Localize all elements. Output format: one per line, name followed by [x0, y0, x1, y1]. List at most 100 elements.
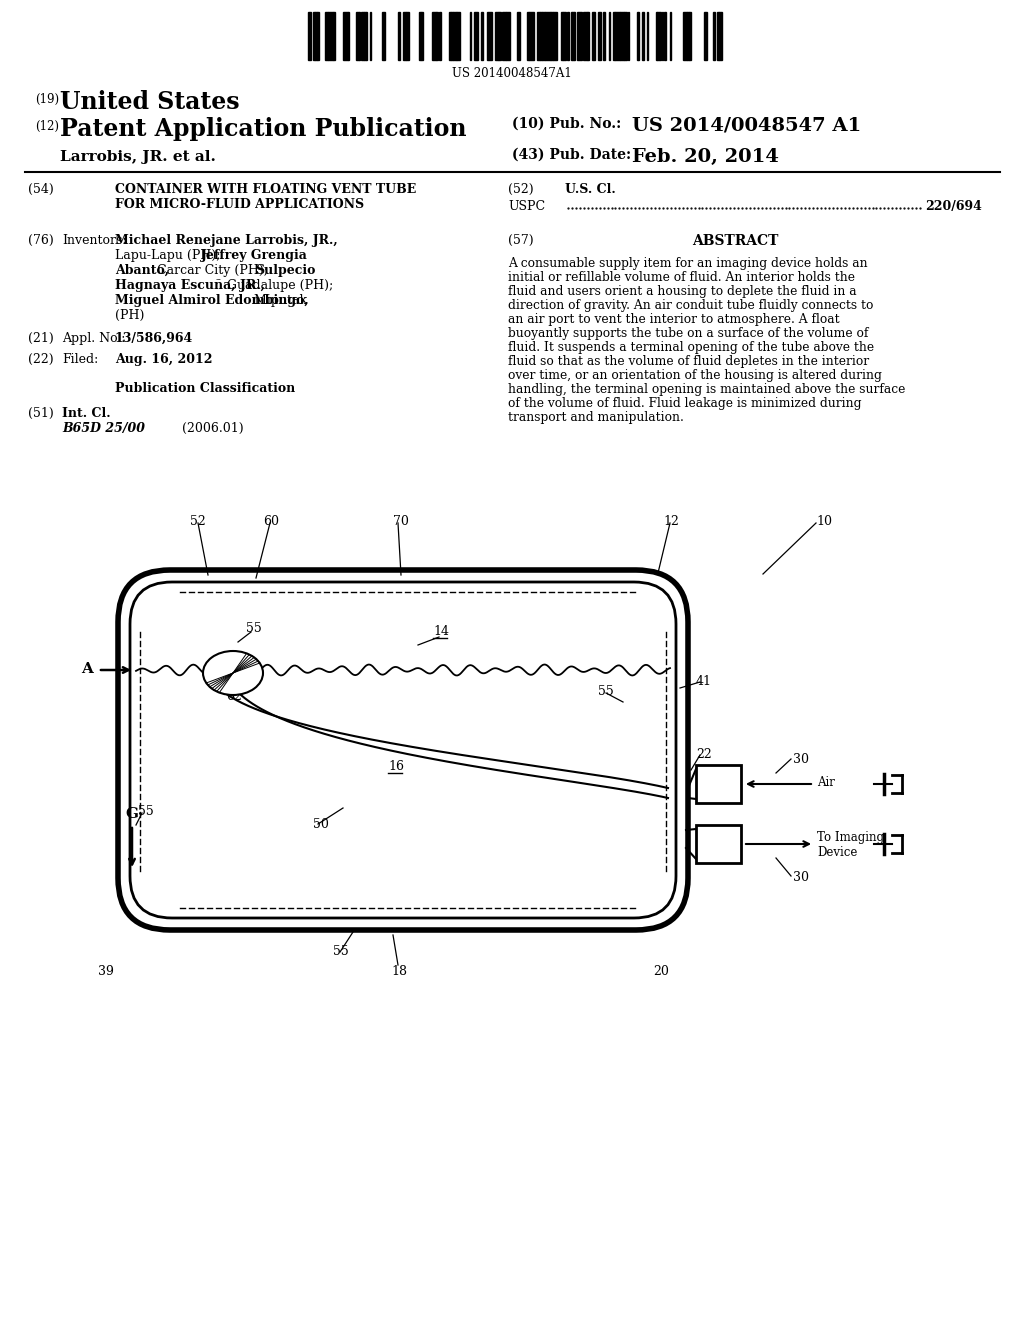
- Text: 60: 60: [263, 515, 279, 528]
- Text: Aug. 16, 2012: Aug. 16, 2012: [115, 352, 213, 366]
- Bar: [481, 12, 483, 59]
- Text: over time, or an orientation of the housing is altered during: over time, or an orientation of the hous…: [508, 370, 882, 381]
- Text: buoyantly supports the tube on a surface of the volume of: buoyantly supports the tube on a surface…: [508, 327, 868, 341]
- Text: 16: 16: [388, 760, 404, 774]
- Text: 55: 55: [246, 622, 262, 635]
- Text: 62: 62: [226, 690, 242, 704]
- Text: (PH): (PH): [115, 309, 144, 322]
- Bar: [419, 12, 421, 59]
- Bar: [620, 12, 624, 59]
- Text: Larrobis, JR. et al.: Larrobis, JR. et al.: [60, 150, 216, 164]
- Text: A consumable supply item for an imaging device holds an: A consumable supply item for an imaging …: [508, 257, 867, 271]
- Text: fluid so that as the volume of fluid depletes in the interior: fluid so that as the volume of fluid dep…: [508, 355, 869, 368]
- Text: fluid and users orient a housing to deplete the fluid in a: fluid and users orient a housing to depl…: [508, 285, 857, 298]
- Text: ABSTRACT: ABSTRACT: [692, 234, 778, 248]
- Bar: [713, 12, 715, 59]
- Text: 55: 55: [598, 685, 613, 698]
- Bar: [657, 12, 662, 59]
- Text: an air port to vent the interior to atmosphere. A float: an air port to vent the interior to atmo…: [508, 313, 840, 326]
- Bar: [542, 12, 545, 59]
- Text: United States: United States: [60, 90, 240, 114]
- Text: 220/694: 220/694: [925, 201, 982, 213]
- Bar: [495, 12, 498, 59]
- Bar: [313, 12, 315, 59]
- Text: CONTAINER WITH FLOATING VENT TUBE: CONTAINER WITH FLOATING VENT TUBE: [115, 183, 416, 195]
- Bar: [487, 12, 492, 59]
- Text: 55: 55: [138, 805, 154, 818]
- Bar: [563, 12, 566, 59]
- Text: To Imaging
Device: To Imaging Device: [817, 832, 884, 859]
- Text: of the volume of fluid. Fluid leakage is minimized during: of the volume of fluid. Fluid leakage is…: [508, 397, 861, 411]
- Bar: [540, 12, 542, 59]
- Bar: [364, 12, 366, 59]
- Bar: [689, 12, 691, 59]
- Bar: [592, 12, 595, 59]
- Text: Carcar City (PH);: Carcar City (PH);: [153, 264, 271, 277]
- Bar: [398, 12, 400, 59]
- Text: Patent Application Publication: Patent Application Publication: [60, 117, 467, 141]
- Bar: [529, 12, 534, 59]
- Bar: [583, 12, 587, 59]
- Text: Int. Cl.: Int. Cl.: [62, 407, 111, 420]
- Text: Appl. No.:: Appl. No.:: [62, 333, 125, 345]
- Bar: [382, 12, 385, 59]
- Bar: [436, 12, 438, 59]
- Bar: [308, 12, 311, 59]
- Text: 10: 10: [816, 515, 831, 528]
- Text: A: A: [81, 663, 93, 676]
- Text: (52): (52): [508, 183, 534, 195]
- Text: FOR MICRO-FLUID APPLICATIONS: FOR MICRO-FLUID APPLICATIONS: [115, 198, 365, 211]
- Text: direction of gravity. An air conduit tube fluidly connects to: direction of gravity. An air conduit tub…: [508, 300, 873, 312]
- Bar: [567, 12, 569, 59]
- Text: 30: 30: [793, 752, 809, 766]
- Text: 39: 39: [98, 965, 114, 978]
- Text: Michael Renejane Larrobis, JR.,: Michael Renejane Larrobis, JR.,: [115, 234, 338, 247]
- Bar: [325, 12, 328, 59]
- Text: Abanto,: Abanto,: [115, 264, 169, 277]
- Text: Publication Classification: Publication Classification: [115, 381, 295, 395]
- Text: Hagnaya Escuña, JR.,: Hagnaya Escuña, JR.,: [115, 279, 265, 292]
- Bar: [439, 12, 441, 59]
- Text: 30: 30: [793, 871, 809, 884]
- Text: initial or refillable volume of fluid. An interior holds the: initial or refillable volume of fluid. A…: [508, 271, 855, 284]
- Text: fluid. It suspends a terminal opening of the tube above the: fluid. It suspends a terminal opening of…: [508, 341, 874, 354]
- Text: 22: 22: [696, 748, 712, 762]
- Bar: [598, 12, 601, 59]
- Bar: [719, 12, 722, 59]
- Text: 52: 52: [190, 515, 206, 528]
- Text: US 2014/0048547 A1: US 2014/0048547 A1: [632, 117, 861, 135]
- Bar: [506, 12, 510, 59]
- Text: 20: 20: [653, 965, 669, 978]
- Bar: [361, 12, 364, 59]
- Text: (51): (51): [28, 407, 53, 420]
- Text: 55: 55: [333, 945, 349, 958]
- Text: (57): (57): [508, 234, 534, 247]
- Text: 14: 14: [433, 624, 449, 638]
- Bar: [517, 12, 520, 59]
- Text: 41: 41: [696, 675, 712, 688]
- Bar: [315, 12, 317, 59]
- Text: Lapu-Lapu (PH);: Lapu-Lapu (PH);: [115, 249, 224, 261]
- Text: Miguel Almirol Edombingo,: Miguel Almirol Edombingo,: [115, 294, 309, 308]
- Text: Sulpecio: Sulpecio: [255, 264, 315, 277]
- Bar: [613, 12, 615, 59]
- Text: Air: Air: [817, 776, 835, 789]
- Text: 70: 70: [393, 515, 409, 528]
- Text: (19): (19): [35, 92, 59, 106]
- Text: Feb. 20, 2014: Feb. 20, 2014: [632, 148, 779, 166]
- Bar: [603, 12, 605, 59]
- Text: 50: 50: [313, 818, 329, 832]
- Bar: [553, 12, 557, 59]
- Text: 13/586,964: 13/586,964: [115, 333, 194, 345]
- Bar: [356, 12, 359, 59]
- Bar: [449, 12, 451, 59]
- Text: Guadalupe (PH);: Guadalupe (PH);: [223, 279, 333, 292]
- Text: (54): (54): [28, 183, 53, 195]
- Bar: [527, 12, 529, 59]
- Bar: [624, 12, 627, 59]
- Text: (10) Pub. No.:: (10) Pub. No.:: [512, 117, 622, 131]
- Bar: [615, 12, 620, 59]
- FancyBboxPatch shape: [118, 570, 688, 931]
- Text: 18: 18: [391, 965, 407, 978]
- Text: USPC: USPC: [508, 201, 545, 213]
